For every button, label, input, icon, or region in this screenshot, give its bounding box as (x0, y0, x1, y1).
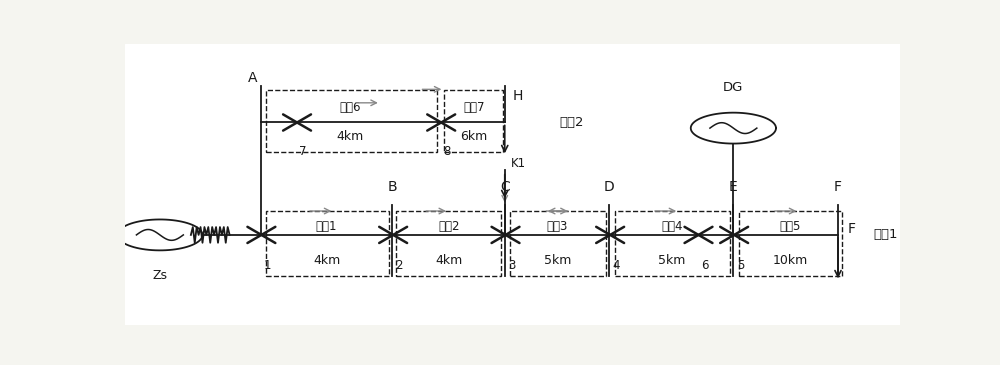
Text: B: B (388, 180, 397, 194)
Text: 区坤3: 区坤3 (547, 220, 568, 233)
Text: 区坤1: 区坤1 (316, 220, 337, 233)
Text: 区坤4: 区坤4 (661, 220, 683, 233)
Text: 4km: 4km (435, 254, 463, 267)
Bar (266, 90, 437, 152)
Text: 5km: 5km (658, 254, 686, 267)
Text: K1: K1 (511, 157, 526, 170)
Text: 3: 3 (508, 259, 515, 272)
Text: F: F (847, 222, 855, 236)
Text: DG: DG (723, 81, 744, 95)
Bar (444, 90, 503, 152)
Text: Zs: Zs (152, 269, 167, 282)
Text: 5km: 5km (544, 254, 571, 267)
Text: C: C (500, 180, 510, 194)
Text: 4: 4 (613, 259, 620, 272)
Bar (510, 211, 606, 276)
Text: 6km: 6km (460, 130, 487, 143)
Text: 10km: 10km (772, 254, 808, 267)
Bar (266, 211, 388, 276)
Text: 馈线2: 馈线2 (559, 116, 584, 129)
Text: 区坤6: 区坤6 (339, 100, 360, 114)
Text: 区坤2: 区坤2 (438, 220, 460, 233)
Text: F: F (834, 180, 842, 194)
Bar (396, 211, 501, 276)
Text: 1: 1 (264, 259, 271, 272)
Text: 5: 5 (737, 259, 745, 272)
Text: 8: 8 (444, 145, 451, 158)
Text: E: E (729, 180, 738, 194)
Bar (615, 211, 730, 276)
Text: 馈线1: 馈线1 (873, 228, 897, 241)
Text: 6: 6 (701, 259, 708, 272)
Text: D: D (604, 180, 615, 194)
Text: 区坤7: 区坤7 (463, 100, 484, 114)
Text: 2: 2 (396, 259, 403, 272)
Text: A: A (248, 70, 258, 85)
Text: 4km: 4km (313, 254, 340, 267)
Text: 7: 7 (300, 145, 307, 158)
Text: 4km: 4km (336, 130, 363, 143)
Text: 区坤5: 区坤5 (779, 220, 801, 233)
Bar (739, 211, 842, 276)
Text: H: H (512, 89, 523, 103)
